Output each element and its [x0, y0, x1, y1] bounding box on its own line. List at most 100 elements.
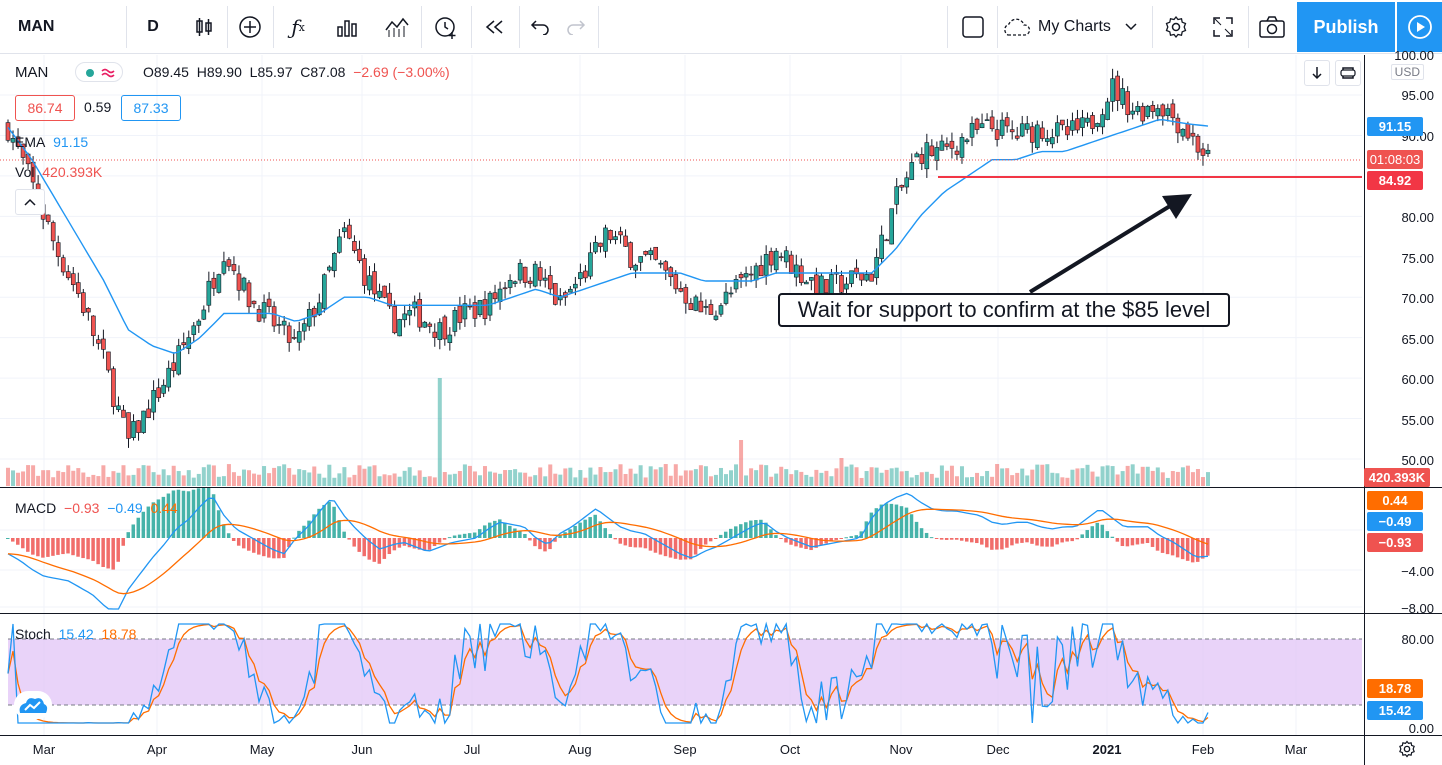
candle-body [146, 408, 151, 418]
volume-bar [553, 473, 558, 486]
candle-body [281, 320, 287, 326]
macd-histogram-bar [252, 538, 256, 553]
annotation-callout[interactable]: Wait for support to confirm at the $85 l… [778, 293, 1230, 327]
candle-body [311, 307, 317, 318]
stoch-legend-k: 15.42 [58, 626, 94, 642]
candle-body [613, 236, 618, 241]
fullscreen-icon[interactable] [1200, 0, 1246, 54]
stoch-legend-d: 18.78 [101, 626, 137, 642]
settings-gear-icon[interactable] [1154, 0, 1198, 54]
undo-icon[interactable] [521, 0, 559, 54]
currency-label[interactable]: USD [1390, 64, 1424, 80]
volume-bar [462, 464, 467, 486]
candle-body [814, 274, 819, 295]
candle-body [573, 283, 578, 289]
macd-histogram-bar [723, 531, 728, 538]
macd-histogram-bar [809, 538, 813, 551]
candle-body [954, 150, 960, 155]
candle-body [989, 116, 995, 130]
time-tick: Nov [889, 742, 913, 757]
macd-histogram-bar [1035, 538, 1039, 546]
legend-low: L85.97 [249, 64, 293, 80]
candle-body [1024, 123, 1030, 130]
volume-bar [954, 476, 959, 486]
candle-body [532, 263, 538, 287]
symbol-search-button[interactable]: MAN [18, 18, 55, 35]
compare-add-icon[interactable] [229, 0, 271, 54]
candle-body [1034, 124, 1040, 148]
candle-body [322, 274, 327, 309]
play-icon[interactable] [1397, 2, 1442, 52]
macd-histogram-bar [51, 538, 55, 556]
volume-bar [613, 469, 618, 486]
tradingview-logo-icon[interactable] [14, 691, 52, 719]
chart-settings-gear-icon[interactable] [1398, 740, 1416, 763]
macd-histogram-bar [648, 538, 653, 551]
macd-histogram-bar [322, 504, 326, 538]
legend-change: −2.69 (−3.00%) [353, 64, 450, 80]
macd-pane [6, 488, 1210, 610]
candle-body [186, 337, 192, 349]
legend-close: C87.08 [300, 64, 346, 80]
macd-histogram-bar [518, 530, 522, 538]
volume-bar [216, 476, 221, 486]
my-charts-button[interactable]: My Charts [1000, 0, 1150, 54]
volume-bar [121, 465, 126, 486]
volume-bar [302, 470, 307, 486]
volume-bars [6, 378, 1210, 486]
market-status-pill[interactable] [75, 62, 123, 82]
macd-histogram-bar [834, 538, 838, 540]
candle-body [291, 337, 297, 339]
ask-price-button[interactable]: 87.33 [121, 95, 181, 121]
volume-bar [874, 467, 879, 486]
volume-bar [804, 474, 809, 486]
volume-bar [26, 465, 31, 486]
macd-histogram-bar [1155, 538, 1160, 551]
publish-button[interactable]: Publish [1297, 2, 1395, 52]
scroll-down-button[interactable] [1304, 60, 1330, 86]
auto-scale-button[interactable] [1335, 60, 1361, 86]
volume-bar [412, 475, 417, 486]
volume-bar [894, 467, 899, 486]
macd-histogram-bar [523, 533, 527, 538]
volume-bar [498, 473, 503, 486]
templates-icon[interactable] [375, 0, 419, 54]
macd-histogram-bar [844, 537, 848, 539]
redo-icon[interactable] [557, 0, 595, 54]
volume-bar [698, 465, 703, 486]
candle-body [738, 274, 744, 279]
candle-style-icon[interactable] [184, 0, 224, 54]
bid-price-button[interactable]: 86.74 [15, 95, 75, 121]
bar-chart-icon[interactable] [325, 0, 369, 54]
volume-bar [593, 474, 598, 486]
candle-body [397, 319, 402, 337]
interval-button[interactable]: D [147, 18, 159, 35]
macd-histogram-bar [136, 517, 141, 538]
volume-bar [1160, 472, 1165, 486]
macd-histogram-bar [734, 526, 738, 538]
candle-body [643, 251, 648, 255]
volume-bar [829, 476, 834, 486]
alert-clock-icon[interactable] [424, 0, 468, 54]
candle-body [959, 137, 965, 158]
macd-histogram-bar [1140, 538, 1145, 544]
layout-square-icon[interactable] [950, 0, 996, 54]
volume-bar [1050, 472, 1055, 486]
camera-icon[interactable] [1250, 0, 1294, 54]
candle-body [1090, 115, 1095, 129]
candle-body [196, 320, 202, 326]
time-tick: Jul [463, 742, 481, 757]
replay-icon[interactable] [473, 0, 517, 54]
candle-body [296, 331, 302, 343]
candle-body [824, 279, 829, 294]
volume-bar [287, 468, 292, 486]
collapse-legend-button[interactable] [15, 189, 45, 215]
annotation-arrow[interactable] [1028, 194, 1192, 294]
volume-bar [819, 472, 824, 486]
volume-bar [884, 469, 889, 486]
volume-bar [899, 471, 904, 486]
candle-body [1080, 117, 1085, 128]
candle-body [934, 147, 940, 161]
